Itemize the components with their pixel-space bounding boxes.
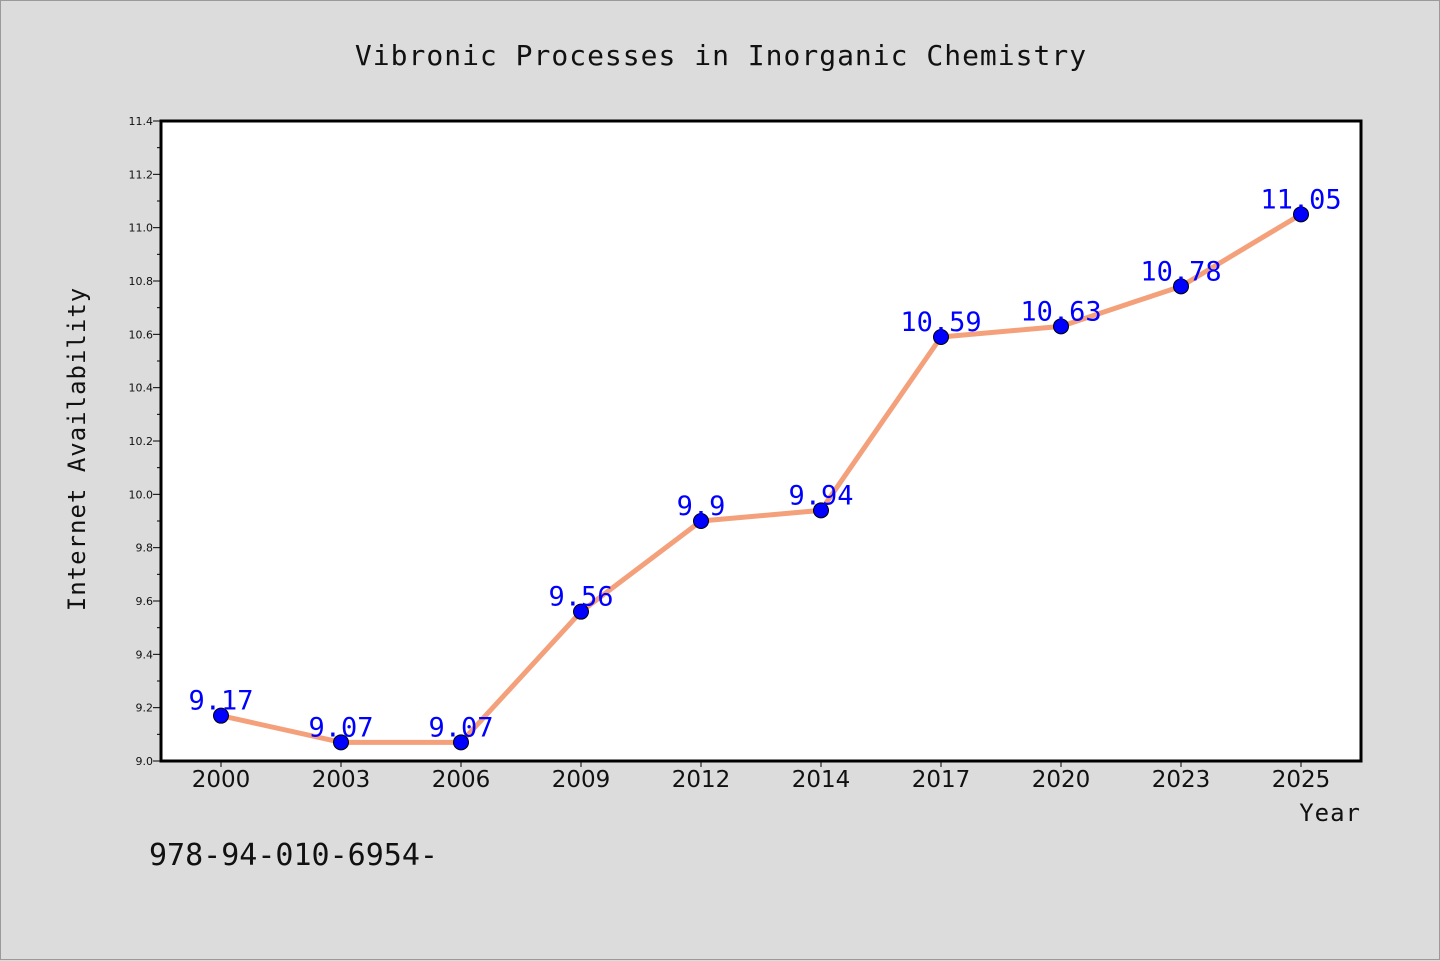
x-tick-label: 2003 (312, 767, 371, 793)
data-label: 10.59 (900, 307, 981, 338)
y-tick-label: 11.0 (129, 222, 154, 235)
plot-area (159, 119, 1363, 763)
x-tick-label: 2009 (552, 767, 611, 793)
y-tick-label: 10.4 (129, 382, 154, 395)
chart-title: Vibronic Processes in Inorganic Chemistr… (355, 39, 1087, 72)
data-point (453, 734, 469, 751)
x-axis-label: Year (1299, 799, 1361, 827)
y-tick-label: 11.4 (129, 115, 154, 128)
y-tick-label: 9.0 (136, 755, 154, 768)
y-axis: 9.0 9.2 9.4 9.6 9.8 10.0 10.2 10.4 10.6 10.8 11.0 1… (129, 115, 161, 768)
data-label: 9.94 (788, 480, 853, 511)
x-tick-label: 2017 (912, 767, 971, 793)
data-point (333, 734, 349, 751)
y-tick-label: 10.0 (129, 488, 154, 501)
data-label: 11.05 (1260, 184, 1341, 215)
y-tick-label: 9.4 (136, 648, 154, 661)
footer-identifier: 978-94-010-6954- (149, 838, 438, 873)
data-point (213, 707, 229, 724)
series-layer: 9.17 9.07 9.07 9.56 9.9 9.94 10.59 10.63 10.78 11… (188, 184, 1342, 751)
y-tick-label: 10.2 (129, 435, 154, 448)
data-label: 9.07 (428, 712, 493, 743)
data-label: 10.78 (1140, 256, 1221, 287)
y-tick-label: 9.2 (136, 702, 154, 715)
data-label: 9.9 (677, 491, 726, 522)
x-tick-label: 2020 (1032, 767, 1091, 793)
series-line (218, 211, 1304, 745)
data-point (1173, 278, 1189, 295)
y-tick-label: 11.2 (129, 168, 154, 181)
data-point (573, 603, 589, 620)
data-point (933, 329, 949, 345)
x-tick-label: 2000 (192, 767, 251, 793)
data-label: 9.56 (548, 582, 613, 613)
y-axis-label: Internet Availability (63, 287, 91, 611)
y-tick-label: 10.8 (129, 275, 154, 288)
y-tick-label: 9.8 (136, 542, 154, 555)
data-label: 10.63 (1020, 296, 1101, 327)
x-axis: 2000 2003 2006 2009 2012 2014 2017 2020 2023 2025 (192, 761, 1331, 793)
y-tick-label: 9.6 (136, 595, 154, 608)
x-tick-label: 2023 (1152, 767, 1211, 793)
y-tick-label: 10.6 (129, 328, 154, 341)
x-tick-label: 2025 (1272, 767, 1331, 793)
data-label: 9.17 (188, 686, 253, 717)
x-tick-label: 2014 (792, 767, 851, 793)
x-tick-label: 2006 (432, 767, 491, 793)
data-point (693, 513, 709, 529)
data-point (1053, 318, 1069, 335)
data-point (1293, 206, 1309, 223)
data-label: 9.07 (308, 712, 373, 743)
x-tick-label: 2012 (672, 767, 731, 793)
data-point (813, 502, 829, 519)
